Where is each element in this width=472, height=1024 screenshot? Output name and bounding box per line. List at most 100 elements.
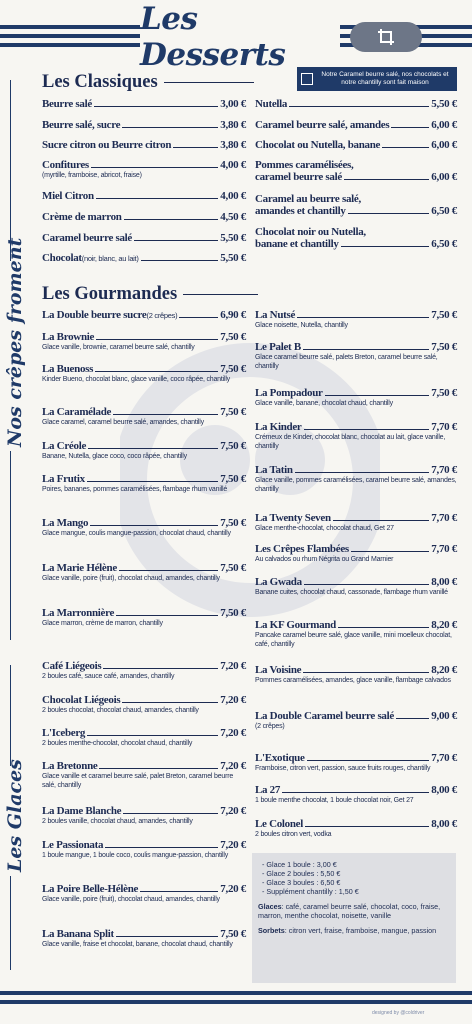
menu-item-description: Glace vanille, poire (fruit), chocolat c… (42, 896, 220, 903)
menu-item: La Dame Blanche 7,20 € 2 boules vanille, c… (42, 805, 246, 826)
menu-item-price: 7,50 € (220, 928, 246, 940)
menu-item-description: 2 boules chocolat, chocolat chaud, amand… (42, 707, 199, 714)
page-title: Les Desserts (140, 1, 286, 73)
menu-item-price: 6,50 € (431, 205, 457, 217)
menu-item-name: La Buenoss (42, 363, 94, 375)
menu-item-name-line2: banane et chantilly (255, 238, 339, 250)
menu-item-name: L'Exotique (255, 752, 305, 764)
menu-item: Beurre salé, sucre 3,80 € (42, 119, 246, 131)
menu-item-price: 8,00 € (431, 576, 457, 588)
crop-icon (378, 29, 394, 45)
menu-item-description: Glace caramel beurre salé, palets Breton… (255, 354, 438, 370)
menu-item-price: 7,20 € (220, 694, 246, 706)
menu-item: Le Passionata 7,20 €1 boule mangue, 1 bou… (42, 839, 246, 860)
menu-item-name: La Banana Split (42, 928, 114, 940)
menu-item-description: 2 boules citron vert, vodka (255, 831, 332, 838)
menu-item-name: La KF Gourmand (255, 619, 336, 631)
menu-item-description: Glace marron, crème de marron, chantilly (42, 620, 163, 627)
menu-item-note: (noir, blanc, au lait) (81, 254, 139, 263)
menu-item-name: La Brownie (42, 331, 95, 343)
menu-item-price: 8,00 € (431, 784, 457, 796)
menu-item-description: 1 boule menthe chocolat, 1 boule chocola… (255, 797, 414, 804)
menu-item-description: Glace vanille et caramel beurre salé, pa… (42, 773, 234, 789)
menu-item-name: Le Colonel (255, 818, 304, 830)
menu-item-price: 7,50 € (220, 607, 246, 619)
menu-item-description: 2 boules menthe-chocolat, chocolat chaud… (42, 740, 193, 747)
menu-item-price: 7,20 € (220, 839, 246, 851)
menu-item-name: Le Palet B (255, 341, 301, 353)
homemade-note: Notre Caramel beurre salé, nos chocolats… (297, 67, 457, 91)
menu-item: Chocolat noir ou Nutella, banane et chant… (255, 226, 457, 250)
menu-item-name: Chocolat Liégeois (42, 694, 121, 706)
menu-item: La Nutsé 7,50 € Glace noisette, Nutella, c… (255, 309, 457, 330)
menu-item-price: 7,50 € (220, 517, 246, 529)
menu-item-price: 7,50 € (220, 331, 246, 343)
section-title-gourmandes: Les Gourmandes (42, 284, 259, 305)
menu-item-name: Pommes caramélisées, (255, 159, 354, 171)
menu-item: Sucre citron ou Beurre citron 3,80 € (42, 139, 246, 151)
menu-item: Caramel beurre salé 5,50 € (42, 232, 246, 244)
menu-item-name: La Double Caramel beurre salé (255, 710, 394, 722)
menu-item-description: Framboise, citron vert, passion, sauce f… (255, 765, 431, 772)
menu-item: La Bretonne 7,20 € Glace vanille et carame… (42, 760, 246, 790)
scoop-price: - Glace 1 boule : 3,00 € (262, 860, 337, 869)
side-label-glaces: Les Glaces (4, 759, 26, 876)
menu-item: La Pompadour 7,50 € Glace vanille, banane,… (255, 387, 457, 408)
menu-item-name: Crème de marron (42, 211, 122, 223)
menu-item: La Marie Hélène 7,50 € Glace vanille, poir… (42, 562, 246, 583)
menu-item: L'Exotique 7,70 € Framboise, citron vert, … (255, 752, 457, 773)
menu-item-price: 4,00 € (220, 190, 246, 202)
menu-item: Les Crêpes Flambées 7,70 € Au calvados ou … (255, 543, 457, 564)
menu-item-name: Les Crêpes Flambées (255, 543, 349, 555)
menu-item-name: Beurre salé, sucre (42, 119, 121, 131)
menu-item: Nutella 5,50 € (255, 98, 457, 110)
menu-item-description: Glace vanille, fraise et chocolat, banan… (42, 941, 233, 948)
menu-item: Le Palet B 7,50 € Glace caramel beurre sal… (255, 341, 457, 371)
menu-item-price: 6,00 € (431, 119, 457, 131)
menu-item-name: La Nutsé (255, 309, 296, 321)
menu-item: Chocolat(noir, blanc, au lait) 5,50 € (42, 252, 246, 264)
crop-button[interactable] (350, 22, 422, 52)
menu-item: Beurre salé 3,00 € (42, 98, 246, 110)
menu-item-description: Pancake caramel beurre salé, glace vanil… (255, 632, 452, 648)
menu-item-description: Glace caramel, caramel beurre salé, aman… (42, 419, 204, 426)
watermark-logo (120, 343, 380, 617)
menu-item: La Tatin 7,70 € Glace vanille, pommes cara… (255, 464, 457, 494)
menu-item: Confitures 4,00 € (myrtille, framboise, ab… (42, 159, 246, 180)
menu-item-description: Pommes caramélisées, amandes, glace vani… (255, 677, 451, 684)
menu-item-description: Glace mangue, coulis mangue-passion, cho… (42, 530, 231, 537)
menu-item: La Double Caramel beurre salé 9,00 € (2 cr… (255, 710, 457, 731)
menu-item: Chocolat ou Nutella, banane 6,00 € (255, 139, 457, 151)
footer-stripes (0, 991, 472, 1009)
section-title-classiques: Les Classiques (42, 72, 254, 93)
menu-item-description: 1 boule mangue, 1 boule coco, coulis man… (42, 852, 229, 859)
menu-item: Le Colonel 8,00 € 2 boules citron vert, vo… (255, 818, 457, 839)
menu-item-price: 7,70 € (431, 464, 457, 476)
scoop-price: - Glace 2 boules : 5,50 € (262, 869, 341, 878)
scoop-price: - Supplément chantilly : 1,50 € (262, 887, 359, 896)
menu-item-description: Glace vanille, brownie, caramel beurre s… (42, 344, 195, 351)
menu-item-name: La Pompadour (255, 387, 323, 399)
menu-item-price: 7,20 € (220, 760, 246, 772)
menu-item: Miel Citron 4,00 € (42, 190, 246, 202)
menu-item-price: 7,50 € (220, 440, 246, 452)
menu-item-name: La Bretonne (42, 760, 98, 772)
menu-item-name: Chocolat noir ou Nutella, (255, 226, 366, 238)
menu-item-price: 6,50 € (431, 238, 457, 250)
menu-item-note: (2 crêpes) (146, 311, 178, 320)
menu-item: La Gwada 8,00 € Banane cuites, chocolat ch… (255, 576, 457, 597)
menu-item-description: (myrtille, framboise, abricot, fraise) (42, 172, 142, 179)
scoop-price: - Glace 3 boules : 6,50 € (262, 878, 341, 887)
menu-item-price: 7,50 € (220, 562, 246, 574)
menu-item-price: 4,50 € (220, 211, 246, 223)
menu-item-name: La Poire Belle-Hélène (42, 883, 139, 895)
menu-item: La Buenoss 7,50 € Kinder Bueno, chocolat b… (42, 363, 246, 384)
menu-item-name: Le Passionata (42, 839, 104, 851)
menu-item: La Frutix 7,50 € Poires, bananes, pommes c… (42, 473, 246, 494)
menu-item-name-line2: caramel beurre salé (255, 171, 342, 183)
menu-item-name: La 27 (255, 784, 281, 796)
menu-item-description: Glace menthe-chocolat, chocolat chaud, G… (255, 525, 394, 532)
menu-item-name: Chocolat(noir, blanc, au lait) (42, 252, 139, 264)
menu-item-price: 7,70 € (431, 543, 457, 555)
scoop-price-list: - Glace 1 boule : 3,00 € - Glace 2 boules… (262, 860, 450, 896)
